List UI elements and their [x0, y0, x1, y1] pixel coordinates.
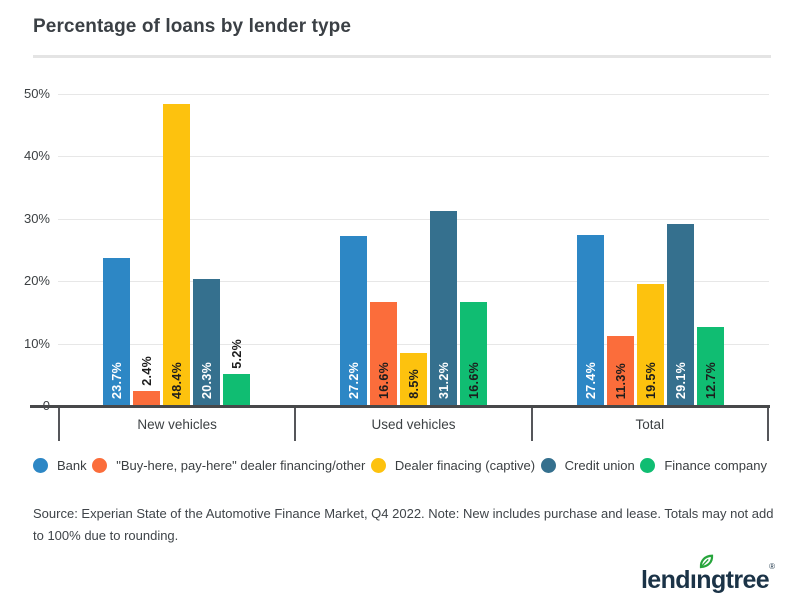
legend-item: Finance company: [640, 458, 767, 473]
legend-dot-icon: [33, 458, 48, 473]
y-tick-label: 40%: [23, 148, 50, 164]
plot-area: 23.7% 2.4% 48.4% 20.3% 5.2% 27.2% 16.6% 8.5% 31.…: [58, 94, 769, 406]
bar-group-total: 27.4% 11.3% 19.5% 29.1% 12.7%: [532, 94, 769, 406]
bar-value-label: 5.2%: [229, 338, 244, 369]
bar: 11.3%: [607, 335, 634, 406]
legend-label: Credit union: [564, 458, 635, 473]
x-category-label: Used vehicles: [294, 408, 530, 441]
bar: 12.7%: [697, 326, 724, 406]
bar-value-label: 29.1%: [673, 362, 688, 399]
gridline: [58, 343, 769, 345]
bar: 8.5%: [400, 353, 427, 406]
title-divider: [33, 55, 771, 58]
bar: 27.4%: [577, 235, 604, 406]
bar-value-label: 27.2%: [346, 362, 361, 399]
bar: 2.4%: [133, 356, 160, 406]
legend: Bank "Buy-here, pay-here" dealer financin…: [33, 458, 767, 473]
bar: 16.6%: [370, 302, 397, 406]
bar: 16.6%: [460, 302, 487, 406]
legend-dot-icon: [92, 458, 108, 473]
registered-mark: ®: [769, 562, 775, 571]
y-tick-label: 20%: [23, 273, 50, 289]
chart-title: Percentage of loans by lender type: [33, 16, 352, 37]
bar-value-label: 19.5%: [643, 362, 658, 399]
bar-value-label: 2.4%: [139, 356, 154, 386]
bar-value-label: 8.5%: [406, 369, 421, 399]
x-category-label: Total: [530, 408, 769, 441]
bar: 5.2%: [223, 339, 250, 406]
legend-item: "Buy-here, pay-here" dealer financing/ot…: [92, 458, 365, 473]
bar-value-label: 27.4%: [583, 362, 598, 399]
bar-groups: 23.7% 2.4% 48.4% 20.3% 5.2% 27.2% 16.6% 8.5% 31.…: [58, 94, 769, 406]
y-tick-label: 50%: [23, 86, 50, 101]
bar-group-new-vehicles: 23.7% 2.4% 48.4% 20.3% 5.2%: [58, 94, 295, 406]
bar: 23.7%: [103, 258, 130, 406]
gridline: [58, 94, 769, 95]
x-axis-line: [30, 405, 770, 408]
logo-text: lendıngtree: [640, 566, 770, 594]
legend-label: Finance company: [664, 458, 767, 473]
legend-label: Bank: [57, 458, 87, 473]
y-tick-label: 10%: [23, 335, 50, 351]
bar: 29.1%: [667, 224, 694, 406]
gridline: [58, 218, 769, 220]
bar-value-label: 31.2%: [436, 362, 451, 399]
lendingtree-logo: lendıngtree®: [640, 554, 775, 596]
y-tick-label: 30%: [23, 210, 50, 226]
bar-value-label: 16.6%: [466, 362, 481, 399]
bar-value-label: 23.7%: [109, 362, 124, 399]
legend-dot-icon: [540, 458, 556, 473]
leaf-icon: [699, 554, 714, 569]
x-category-label: New vehicles: [58, 408, 294, 441]
legend-item: Dealer finacing (captive): [370, 458, 536, 473]
bar: 27.2%: [340, 236, 367, 406]
bar: 19.5%: [637, 284, 664, 406]
legend-item: Credit union: [540, 458, 635, 473]
legend-item: Bank: [33, 458, 87, 473]
bar-value-label: 11.3%: [613, 362, 628, 399]
bar-group-used-vehicles: 27.2% 16.6% 8.5% 31.2% 16.6%: [295, 94, 532, 406]
bar-value-label: 20.3%: [199, 362, 214, 399]
bar: 48.4%: [163, 104, 190, 406]
bar-value-label: 16.6%: [376, 362, 391, 399]
source-note: Source: Experian State of the Automotive…: [33, 506, 774, 543]
legend-label: Dealer finacing (captive): [394, 458, 536, 473]
bar: 31.2%: [430, 211, 457, 406]
bar-value-label: 12.7%: [703, 362, 718, 399]
gridline: [58, 156, 769, 158]
bar: 20.3%: [193, 279, 220, 406]
bar-value-label: 48.4%: [169, 362, 184, 399]
gridline: [58, 281, 769, 283]
legend-label: "Buy-here, pay-here" dealer financing/ot…: [116, 458, 366, 473]
x-axis-category-band: New vehicles Used vehicles Total: [58, 408, 769, 441]
legend-dot-icon: [370, 458, 386, 473]
legend-dot-icon: [640, 458, 656, 473]
